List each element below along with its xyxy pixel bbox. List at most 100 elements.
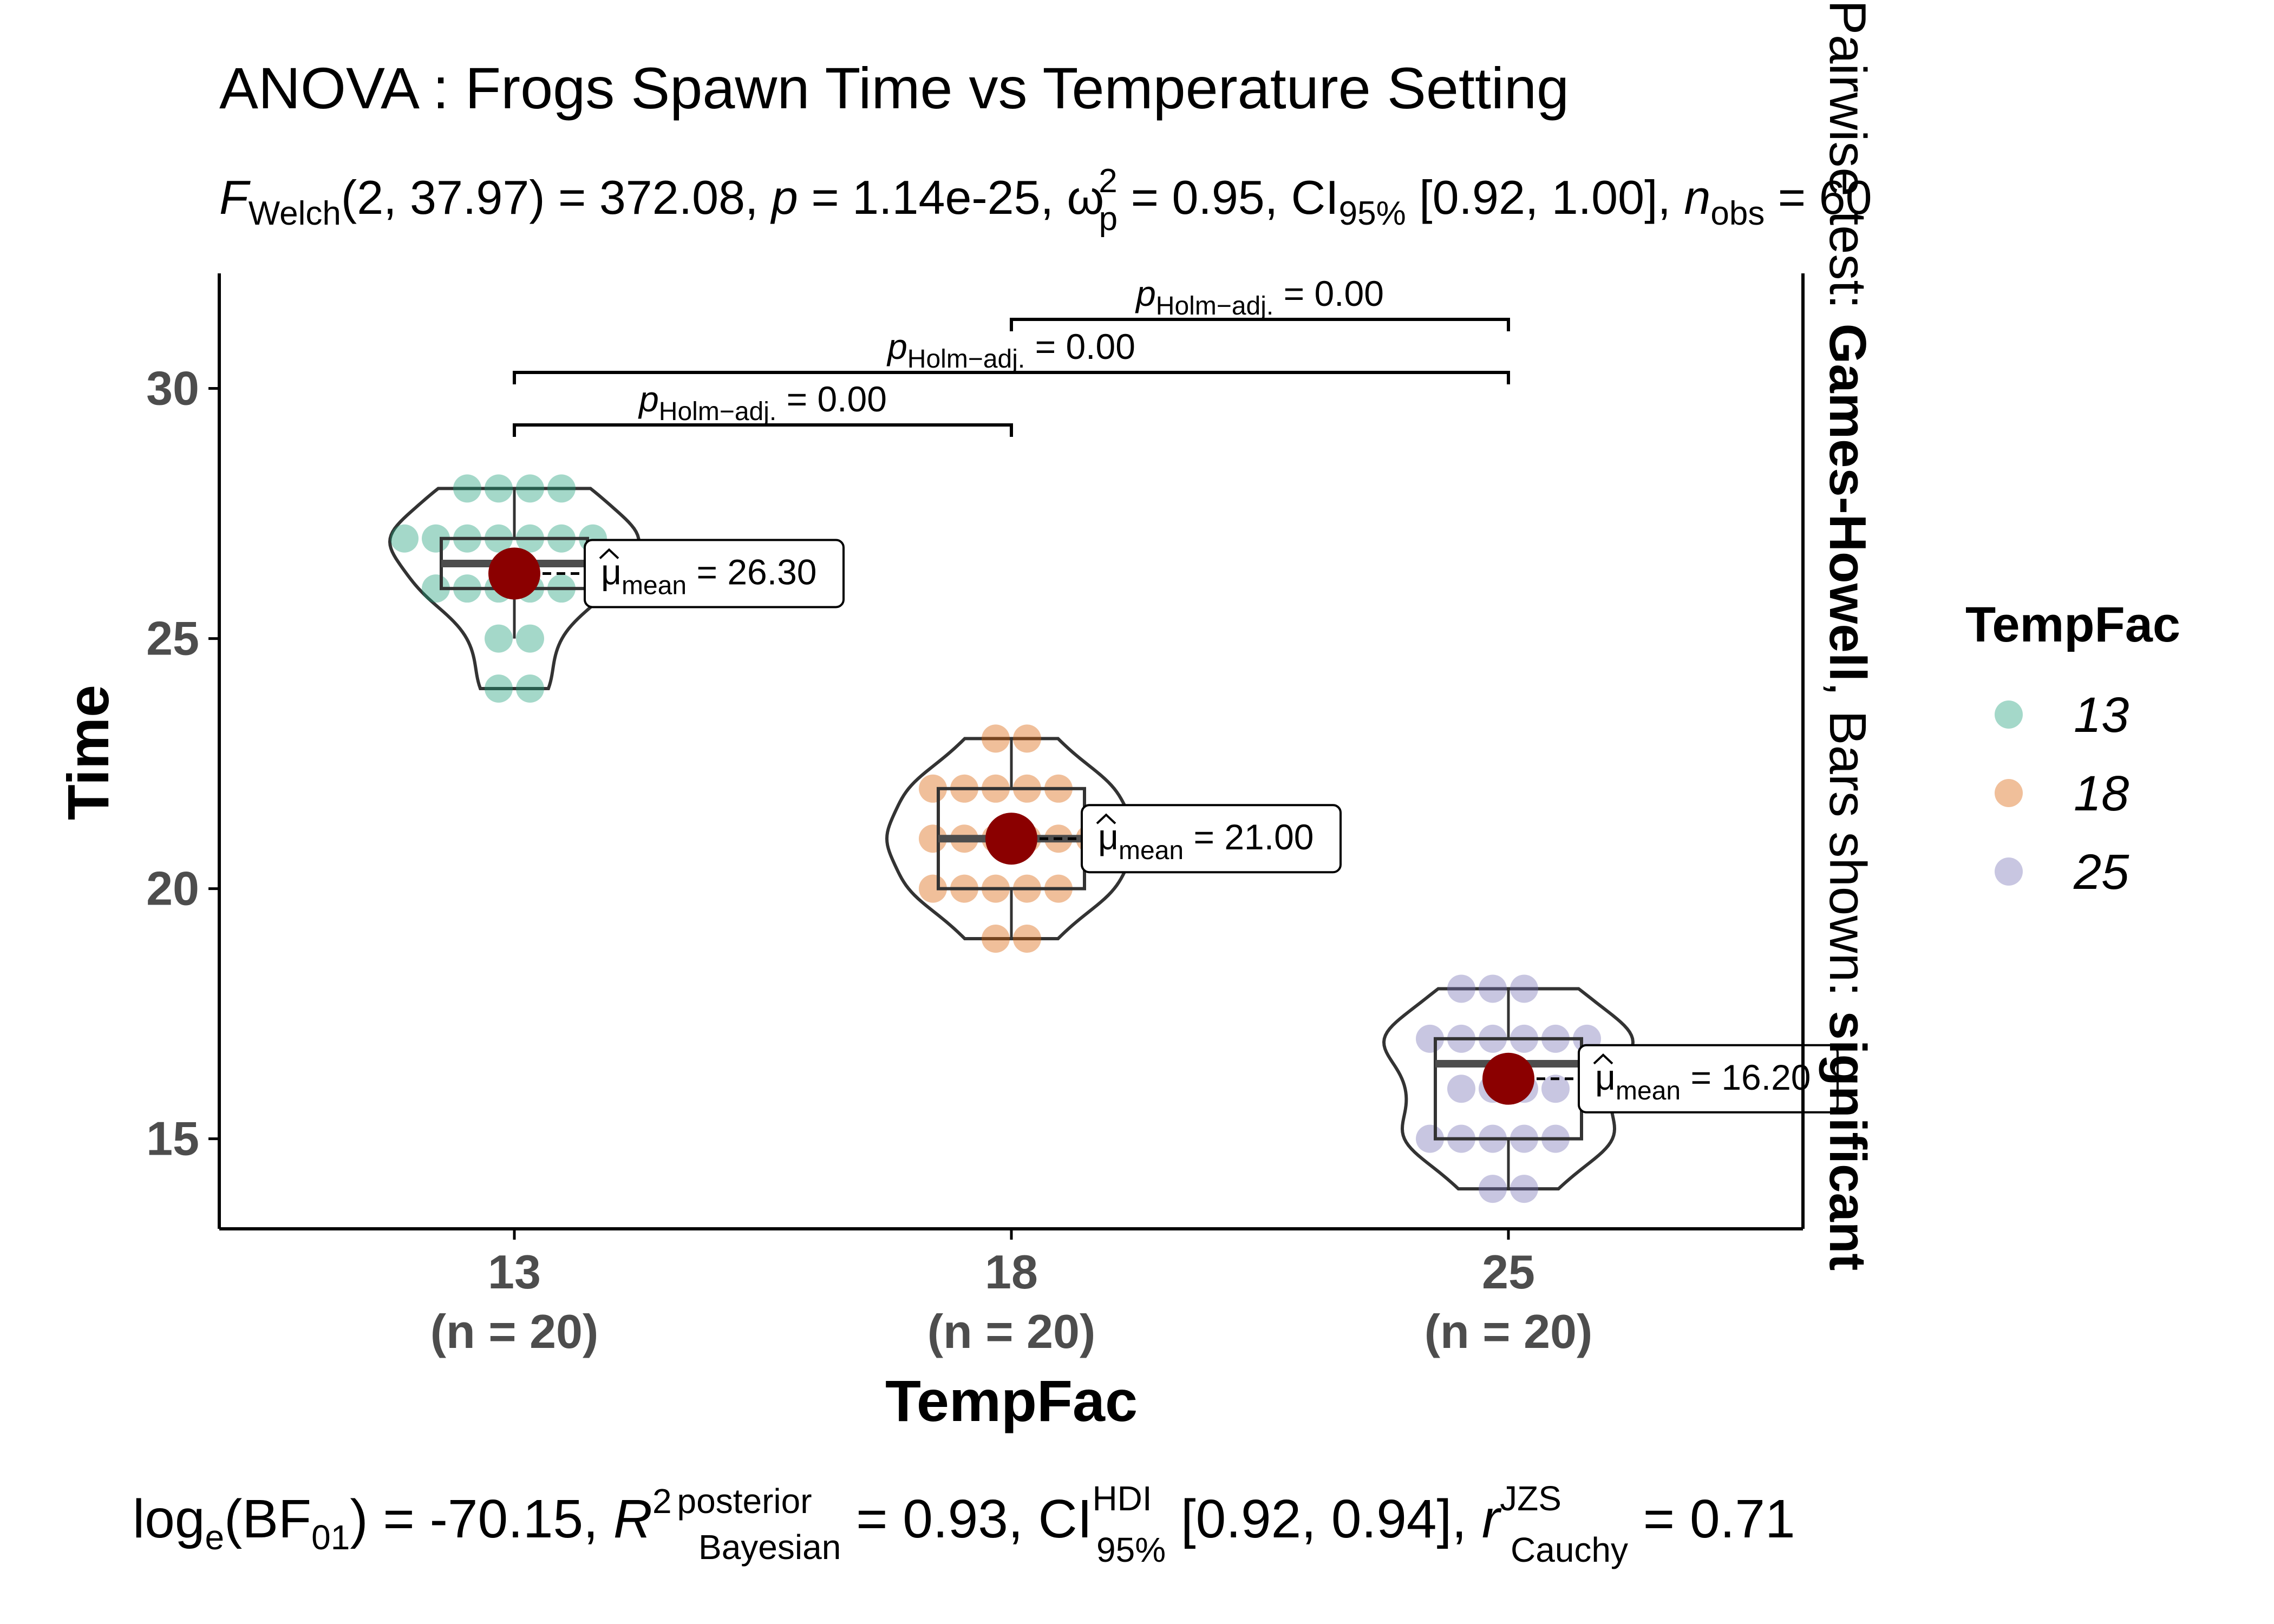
subtitle-F-val: = 372.08,: [545, 171, 772, 224]
subtitle-p: p: [770, 171, 798, 224]
pairwise-bracket: [513, 371, 1510, 384]
pairwise-note-middle: , Bars shown:: [1819, 682, 1877, 1011]
chart-caption: loge(BF01) = -70.15, R2 posterior Bayesian…: [133, 1479, 1795, 1569]
subtitle-n: n: [1684, 171, 1710, 224]
mean-label-box: [584, 539, 845, 608]
data-point: [485, 474, 513, 503]
data-point: [1447, 974, 1475, 1003]
mean-label: μmean = 16.20: [1595, 1057, 1811, 1105]
y-ticks: 15 20 25 30: [146, 362, 219, 1165]
caption-r2-sup: 2: [652, 1482, 672, 1521]
legend-key-13: [1995, 700, 2023, 729]
pairwise-label: pHolm−adj. = 0.00: [638, 379, 887, 426]
caption-ci95: 95%: [1096, 1530, 1166, 1569]
caption-bf: (BF: [224, 1489, 311, 1549]
data-point: [516, 674, 544, 703]
mean-hat: [1593, 1053, 1613, 1065]
caption-bayesian: Bayesian: [698, 1528, 841, 1567]
y-axis-label: Time: [55, 685, 121, 820]
pairwise-bracket: [513, 423, 1013, 437]
data-point: [1013, 925, 1041, 953]
legend-key-18: [1995, 779, 2023, 807]
subtitle-omega-sub: p: [1099, 200, 1118, 238]
mean-hat: [599, 548, 619, 559]
caption-hdi: HDI: [1092, 1479, 1152, 1518]
mean-point-25: [1482, 1052, 1534, 1105]
x-tick-n-label: (n = 20): [1424, 1305, 1593, 1358]
mean-point-13: [488, 547, 540, 600]
pairwise-note-method: Games-Howell: [1819, 324, 1877, 682]
violin-25: [1382, 987, 1635, 1191]
caption-bf-val: ) = -70.15,: [350, 1489, 613, 1549]
data-point: [453, 474, 481, 503]
subtitle-omega-sup: 2: [1099, 162, 1117, 200]
legend-key-25: [1995, 857, 2023, 886]
points-layer: [390, 474, 1601, 1203]
pairwise-note-which: significant: [1819, 1011, 1877, 1271]
subtitle-ci-sub: 95%: [1339, 195, 1406, 232]
subtitle-df: (2, 37.97): [341, 171, 545, 224]
pairwise-label: pHolm−adj. = 0.00: [886, 326, 1135, 374]
y-tick-label: 20: [146, 862, 199, 915]
chart-subtitle: FWelch(2, 37.97) = 372.08, p = 1.14e-25,…: [219, 162, 1872, 238]
pairwise-note: Pairwise test: Games-Howell, Bars shown:…: [1819, 0, 1877, 1271]
x-axis-label: TempFac: [885, 1368, 1138, 1433]
mean-label-box: [1081, 804, 1342, 874]
caption-r: r: [1482, 1489, 1502, 1549]
pairwise-bracket: [1010, 318, 1510, 331]
data-point: [1510, 974, 1538, 1003]
data-point: [1541, 1075, 1570, 1103]
x-tick-label: 13: [488, 1245, 541, 1299]
subtitle-F-sub: Welch: [249, 195, 341, 232]
x-tick-label: 18: [985, 1245, 1038, 1299]
mean-label-box: [1578, 1044, 1839, 1114]
data-point: [1479, 974, 1507, 1003]
data-point: [390, 524, 419, 553]
subtitle-ci-val: [0.92, 1.00],: [1406, 171, 1684, 224]
y-tick-label: 15: [146, 1112, 199, 1165]
caption-r-val: = 0.71: [1628, 1489, 1795, 1549]
pairwise-note-prefix: Pairwise test:: [1819, 0, 1877, 324]
legend-label-18: 18: [2074, 766, 2129, 821]
mean-point-18: [985, 813, 1037, 865]
chart-title: ANOVA : Frogs Spawn Time vs Temperature …: [219, 55, 1569, 121]
data-point: [1479, 1175, 1507, 1203]
data-point: [516, 474, 544, 503]
caption-r2: R: [613, 1489, 652, 1549]
violin-13: [388, 487, 641, 690]
data-point: [982, 724, 1010, 753]
data-point: [982, 925, 1010, 953]
legend-label-13: 13: [2074, 687, 2129, 743]
subtitle-n-sub: obs: [1710, 195, 1765, 232]
data-point: [485, 624, 513, 653]
mean-hat: [1096, 813, 1116, 824]
legend-items: 13 18 25: [1995, 687, 2129, 900]
subtitle-omega-val: = 0.95, CI: [1118, 171, 1338, 224]
mean-label: μmean = 26.30: [601, 552, 817, 600]
x-tick-n-label: (n = 20): [430, 1305, 599, 1358]
data-point: [485, 674, 513, 703]
y-tick-label: 25: [146, 612, 199, 665]
caption-log: log: [133, 1489, 205, 1549]
caption-log-sub: e: [205, 1518, 224, 1557]
data-point: [1447, 1075, 1475, 1103]
data-point: [547, 474, 576, 503]
data-point: [1013, 724, 1041, 753]
subtitle-F: F: [219, 171, 251, 224]
y-tick-label: 30: [146, 362, 199, 415]
data-point: [516, 624, 544, 653]
data-point: [1510, 1175, 1538, 1203]
legend: TempFac 13 18 25: [1965, 597, 2180, 900]
caption-ci-val: [0.92, 0.94],: [1166, 1489, 1482, 1549]
caption-cauchy: Cauchy: [1511, 1530, 1628, 1569]
caption-r2-val: = 0.93, CI: [841, 1489, 1092, 1549]
x-tick-n-label: (n = 20): [927, 1305, 1096, 1358]
subtitle-omega: ω: [1067, 171, 1104, 224]
caption-posterior: posterior: [677, 1482, 812, 1521]
legend-label-25: 25: [2073, 844, 2129, 900]
mean-label: μmean = 21.00: [1098, 817, 1314, 865]
caption-jzs: JZS: [1500, 1479, 1561, 1518]
legend-title: TempFac: [1965, 597, 2180, 652]
